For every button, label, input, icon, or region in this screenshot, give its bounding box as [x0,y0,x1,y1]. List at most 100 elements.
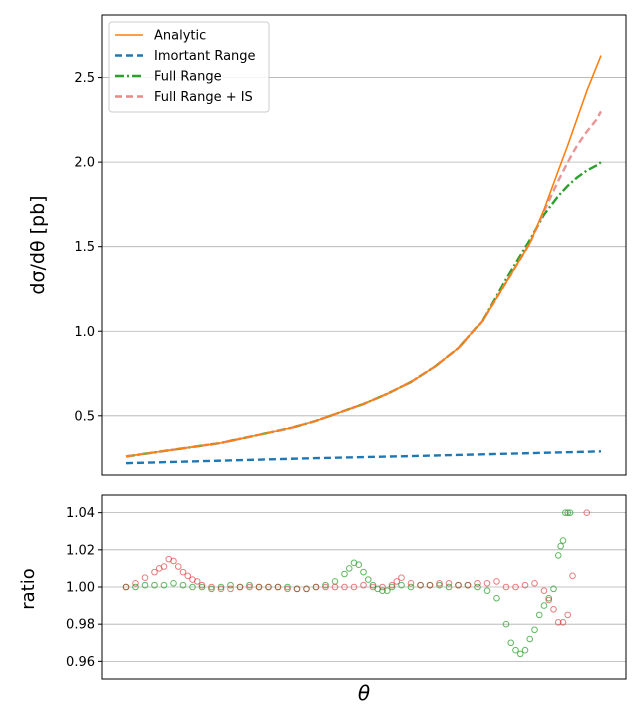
main-plot-y-tick-label: 2.5 [74,71,95,86]
main-plot: 0.5 1.0 1.5 2.0 2.5 dσ/dθ [pb] Analytic Imort… [27,14,627,476]
ratio-point [170,557,177,565]
ratio-point [174,563,182,570]
ratio-point [550,585,557,593]
ratio-point [483,579,491,587]
ratio-point [151,581,158,589]
main-plot-y-tick-label: 1.5 [74,240,95,255]
legend-label: Analytic [154,29,206,44]
main-plot-y-label-text: dσ/dθ [pb] [27,195,49,294]
ratio-point [369,583,377,591]
ratio-point [445,583,453,591]
ratio-point [407,583,415,591]
ratio-point [569,572,576,580]
ratio-point [160,581,168,589]
legend-label: Imortant Range [154,49,256,64]
main-plot-frame [101,14,627,476]
ratio-plot-y-label: ratio [18,568,39,610]
ratio-point [198,581,206,589]
ratio-point [193,578,201,585]
ratio-point [132,579,139,587]
ratio-point [331,578,339,585]
ratio-point [564,611,572,619]
ratio-point [526,635,534,643]
ratio-point [217,583,225,591]
ratio-point [393,578,401,585]
series-line-imortant-range [125,450,602,465]
legend-label: Full Range + IS [154,90,253,105]
ratio-point [521,646,529,654]
ratio-point [474,583,481,591]
ratio-point [531,579,538,587]
ratio-point [398,574,405,582]
ratio-point [379,587,386,595]
ratio-point [483,587,491,595]
ratio-point [388,583,396,591]
ratio-point [398,581,405,589]
ratio-point [493,578,500,585]
ratio-point [436,579,443,587]
ratio-point [455,581,462,589]
series-line-analytic [125,55,602,458]
legend-box [108,21,270,113]
ratio-point [493,594,500,602]
ratio-point [583,509,591,516]
ratio-plot: 0.96 0.98 1.00 1.02 1.04 ratio θ [18,494,627,705]
ratio-point [208,583,215,591]
main-plot-y-tick-label: 2.0 [74,156,95,171]
ratio-point [122,583,130,591]
ratio-point [170,579,177,587]
ratio-point [341,570,348,578]
ratio-point [388,581,396,589]
ratio-point [360,581,367,589]
ratio-plot-y-tick-label: 0.96 [66,655,95,670]
ratio-point [407,579,415,587]
ratio-point [355,561,363,569]
ratio-point [246,583,253,591]
ratio-point [507,639,515,647]
ratio-point [227,581,234,589]
ratio-point [312,583,320,591]
ratio-point [474,579,481,587]
ratio-point [293,585,301,593]
ratio-point [284,585,291,593]
legend-label: Full Range [154,70,222,85]
main-plot-y-ticks: 0.5 1.0 1.5 2.0 2.5 [74,71,102,424]
ratio-point [379,583,386,591]
ratio-point [341,583,348,591]
ratio-point [184,572,192,580]
ratio-point [322,583,329,591]
ratio-point [345,565,353,572]
ratio-point [512,646,519,654]
ratio-point [179,568,187,576]
main-plot-y-label: dσ/dθ [pb] [27,195,49,294]
ratio-point [217,585,225,593]
ratio-plot-y-tick-label: 1.04 [66,506,95,521]
ratio-point [512,583,519,591]
ratio-point [557,542,564,550]
ratio-point [562,509,569,516]
ratio-plot-y-tick-label: 0.98 [66,618,95,633]
ratio-point [160,563,168,570]
main-plot-y-tick-label: 1.0 [74,325,95,340]
main-plot-series [125,55,603,465]
ratio-point [516,650,524,658]
ratio-point [545,594,553,602]
ratio-point [554,619,562,626]
ratio-point [369,581,377,589]
ratio-point [545,596,553,604]
ratio-point [554,552,562,559]
ratio-point [198,583,206,591]
ratio-point [208,585,215,593]
ratio-plot-x-label: θ [358,681,370,705]
ratio-point [132,583,139,591]
ratio-point [559,537,567,544]
ratio-point [566,509,574,516]
ratio-point [331,583,339,591]
ratio-point [350,583,358,591]
ratio-point [236,583,244,591]
ratio-point [265,583,272,591]
ratio-point [141,574,149,582]
ratio-point [464,581,472,589]
ratio-point [540,587,548,595]
